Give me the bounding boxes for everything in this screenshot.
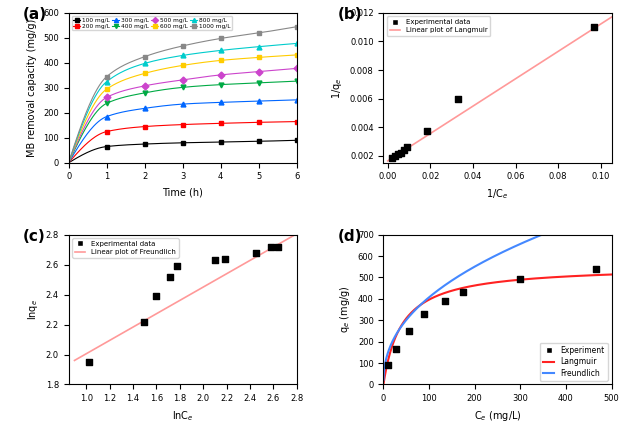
Point (172, 263, 182, 270)
Legend: Experimental data, Linear plot of Langmuir: Experimental data, Linear plot of Langmu… (387, 16, 490, 36)
Y-axis label: 1/q$_e$: 1/q$_e$ (330, 77, 344, 98)
Point (251, 249, 261, 256)
Point (396, 149, 406, 156)
Point (419, 311, 429, 318)
Point (590, 265, 600, 272)
Point (165, 273, 175, 280)
Point (515, 275, 525, 282)
Point (390, 153, 400, 160)
Point (84, 359, 94, 365)
Point (399, 146, 409, 153)
Point (139, 318, 149, 325)
Point (210, 257, 220, 264)
Y-axis label: MB removal capacity (mg/g): MB removal capacity (mg/g) (27, 19, 37, 157)
Point (391, 346, 401, 353)
Legend: Experimental data, Linear plot of Freundlich: Experimental data, Linear plot of Freund… (72, 238, 178, 258)
Point (440, 297, 450, 304)
Text: (c): (c) (23, 229, 46, 244)
Legend: 100 mg/L, 200 mg/L, 300 mg/L, 400 mg/L, 500 mg/L, 600 mg/L, 800 mg/L, 1000 mg/L: 100 mg/L, 200 mg/L, 300 mg/L, 400 mg/L, … (72, 16, 232, 30)
Point (393, 151, 403, 158)
Point (152, 292, 162, 299)
Text: (a): (a) (23, 7, 47, 22)
Point (453, 95, 463, 102)
Point (220, 255, 230, 262)
Point (402, 143, 412, 150)
X-axis label: lnC$_e$: lnC$_e$ (172, 409, 193, 422)
Text: (b): (b) (338, 7, 363, 22)
Point (404, 327, 414, 334)
Point (273, 243, 283, 250)
Point (590, 24, 600, 31)
Point (383, 362, 393, 368)
X-axis label: Time (h): Time (h) (162, 187, 203, 197)
Text: (d): (d) (338, 229, 363, 244)
Point (458, 289, 468, 296)
Y-axis label: q$_e$ (mg/g): q$_e$ (mg/g) (338, 286, 353, 334)
Legend: Experiment, Langmuir, Freundlich: Experiment, Langmuir, Freundlich (540, 343, 608, 381)
X-axis label: C$_e$ (mg/L): C$_e$ (mg/L) (474, 409, 521, 423)
Point (422, 127, 432, 134)
X-axis label: 1/C$_e$: 1/C$_e$ (486, 187, 509, 201)
Y-axis label: lnq$_e$: lnq$_e$ (26, 299, 40, 320)
Point (266, 243, 276, 250)
Point (387, 154, 397, 161)
